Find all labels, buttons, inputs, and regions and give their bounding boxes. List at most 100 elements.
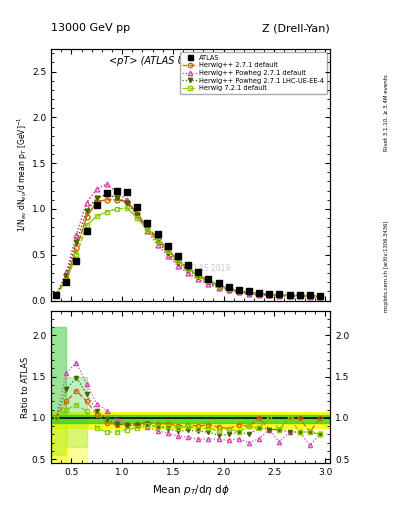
Herwig 7.2.1 default	[277, 292, 282, 298]
Herwig++ Powheg 2.7.1 LHC-UE-EE-4	[318, 294, 322, 300]
Herwig 7.2.1 default	[105, 208, 109, 215]
Herwig++ 2.7.1 default	[135, 210, 140, 217]
ATLAS	[216, 280, 221, 286]
Herwig 7.2.1 default	[287, 292, 292, 298]
Herwig++ Powheg 2.7.1 LHC-UE-EE-4	[216, 284, 221, 290]
Herwig++ 2.7.1 default	[318, 293, 322, 299]
Herwig++ Powheg 2.7.1 LHC-UE-EE-4	[105, 191, 109, 197]
Text: Rivet 3.1.10, ≥ 3.4M events: Rivet 3.1.10, ≥ 3.4M events	[384, 74, 389, 151]
ATLAS	[165, 243, 170, 249]
Herwig++ Powheg 2.7.1 LHC-UE-EE-4	[246, 290, 251, 296]
Text: <pT> (ATLAS UE in Z production): <pT> (ATLAS UE in Z production)	[109, 56, 272, 66]
Herwig++ 2.7.1 default	[94, 199, 99, 205]
Herwig 7.2.1 default	[145, 227, 150, 233]
Text: mcplots.cern.ch [arXiv:1306.3436]: mcplots.cern.ch [arXiv:1306.3436]	[384, 221, 389, 312]
Y-axis label: 1/N$_{ev}$ dN$_{ev}$/d mean p$_T$ [GeV]$^{-1}$: 1/N$_{ev}$ dN$_{ev}$/d mean p$_T$ [GeV]$…	[16, 117, 31, 232]
Line: Herwig++ 2.7.1 default: Herwig++ 2.7.1 default	[54, 197, 322, 298]
Herwig 7.2.1 default	[206, 278, 211, 284]
ATLAS	[318, 293, 322, 299]
Herwig++ Powheg 2.7.1 LHC-UE-EE-4	[277, 292, 282, 298]
Herwig++ 2.7.1 default	[267, 291, 272, 297]
Herwig++ Powheg 2.7.1 LHC-UE-EE-4	[298, 293, 302, 299]
Herwig++ Powheg 2.7.1 LHC-UE-EE-4	[54, 292, 59, 298]
Herwig++ 2.7.1 default	[105, 197, 109, 203]
Herwig++ 2.7.1 default	[257, 290, 261, 296]
Bar	[51, 327, 66, 455]
Herwig++ 2.7.1 default	[196, 272, 200, 278]
Herwig++ 2.7.1 default	[277, 292, 282, 298]
ATLAS	[54, 292, 59, 298]
ATLAS	[155, 230, 160, 237]
Herwig 7.2.1 default	[237, 288, 241, 294]
Herwig++ Powheg 2.7.1 default	[105, 181, 109, 187]
Herwig++ 2.7.1 default	[155, 235, 160, 241]
ATLAS	[186, 262, 191, 268]
Herwig++ 2.7.1 default	[64, 275, 69, 282]
Herwig++ 2.7.1 default	[226, 286, 231, 292]
Herwig 7.2.1 default	[186, 265, 191, 271]
Herwig++ Powheg 2.7.1 default	[237, 289, 241, 295]
Herwig++ Powheg 2.7.1 LHC-UE-EE-4	[74, 239, 79, 245]
Legend: ATLAS, Herwig++ 2.7.1 default, Herwig++ Powheg 2.7.1 default, Herwig++ Powheg 2.: ATLAS, Herwig++ 2.7.1 default, Herwig++ …	[180, 52, 327, 94]
Herwig 7.2.1 default	[298, 293, 302, 299]
Herwig 7.2.1 default	[84, 222, 89, 228]
ATLAS	[267, 291, 272, 297]
Herwig++ Powheg 2.7.1 LHC-UE-EE-4	[64, 273, 69, 279]
Line: Herwig++ Powheg 2.7.1 LHC-UE-EE-4: Herwig++ Powheg 2.7.1 LHC-UE-EE-4	[54, 192, 322, 300]
Herwig++ 2.7.1 default	[145, 224, 150, 230]
Herwig 7.2.1 default	[257, 291, 261, 297]
Herwig++ Powheg 2.7.1 default	[135, 212, 140, 219]
Herwig 7.2.1 default	[165, 248, 170, 254]
Herwig++ Powheg 2.7.1 default	[54, 292, 59, 298]
Y-axis label: Ratio to ATLAS: Ratio to ATLAS	[22, 356, 31, 418]
Herwig++ 2.7.1 default	[307, 293, 312, 299]
Herwig++ Powheg 2.7.1 default	[267, 292, 272, 298]
ATLAS	[145, 220, 150, 226]
ATLAS	[237, 287, 241, 293]
ATLAS	[206, 275, 211, 282]
Herwig++ 2.7.1 default	[84, 214, 89, 220]
Herwig++ 2.7.1 default	[246, 289, 251, 295]
Herwig++ Powheg 2.7.1 default	[115, 189, 119, 196]
Bar	[51, 416, 330, 423]
ATLAS	[84, 228, 89, 234]
ATLAS	[115, 187, 119, 194]
Herwig 7.2.1 default	[135, 215, 140, 221]
Herwig++ 2.7.1 default	[115, 197, 119, 203]
Herwig++ Powheg 2.7.1 default	[318, 294, 322, 300]
ATLAS	[74, 258, 79, 264]
Line: Herwig++ Powheg 2.7.1 default: Herwig++ Powheg 2.7.1 default	[54, 182, 322, 300]
Herwig++ Powheg 2.7.1 default	[196, 276, 200, 283]
Herwig++ 2.7.1 default	[186, 265, 191, 271]
Herwig++ Powheg 2.7.1 default	[155, 242, 160, 248]
Herwig++ Powheg 2.7.1 default	[277, 293, 282, 299]
Herwig++ Powheg 2.7.1 LHC-UE-EE-4	[165, 250, 170, 256]
Bar	[51, 412, 330, 428]
ATLAS	[307, 292, 312, 298]
Herwig++ Powheg 2.7.1 default	[298, 293, 302, 299]
Herwig++ Powheg 2.7.1 LHC-UE-EE-4	[186, 267, 191, 273]
Herwig++ 2.7.1 default	[287, 292, 292, 298]
Herwig++ Powheg 2.7.1 LHC-UE-EE-4	[84, 208, 89, 214]
ATLAS	[125, 189, 130, 196]
Herwig++ Powheg 2.7.1 default	[226, 287, 231, 293]
ATLAS	[196, 269, 200, 275]
ATLAS	[257, 290, 261, 296]
Text: 13000 GeV pp: 13000 GeV pp	[51, 23, 130, 33]
ATLAS	[105, 190, 109, 197]
Herwig++ Powheg 2.7.1 LHC-UE-EE-4	[267, 292, 272, 298]
Herwig++ Powheg 2.7.1 LHC-UE-EE-4	[307, 293, 312, 299]
Herwig++ Powheg 2.7.1 LHC-UE-EE-4	[237, 288, 241, 294]
Herwig++ Powheg 2.7.1 default	[216, 285, 221, 291]
Herwig++ Powheg 2.7.1 default	[125, 197, 130, 203]
Herwig 7.2.1 default	[226, 286, 231, 292]
Herwig++ Powheg 2.7.1 default	[64, 269, 69, 275]
Herwig++ Powheg 2.7.1 default	[94, 186, 99, 192]
Herwig 7.2.1 default	[246, 289, 251, 295]
Herwig 7.2.1 default	[216, 283, 221, 289]
ATLAS	[287, 292, 292, 298]
Herwig 7.2.1 default	[318, 294, 322, 300]
Herwig++ 2.7.1 default	[298, 292, 302, 298]
Herwig 7.2.1 default	[125, 205, 130, 211]
ATLAS	[135, 204, 140, 210]
